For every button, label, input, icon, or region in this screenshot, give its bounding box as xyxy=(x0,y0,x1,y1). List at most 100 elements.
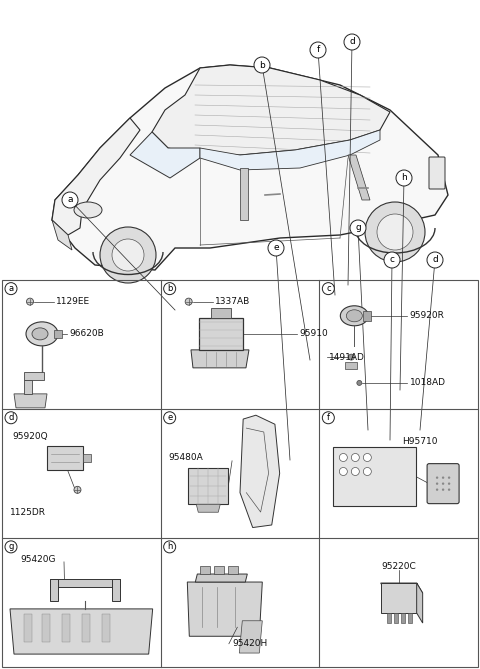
Text: 95920Q: 95920Q xyxy=(12,432,48,442)
Circle shape xyxy=(254,57,270,73)
Circle shape xyxy=(396,170,412,186)
Polygon shape xyxy=(152,65,390,155)
Text: b: b xyxy=(259,60,265,70)
Polygon shape xyxy=(214,566,224,574)
Circle shape xyxy=(351,468,360,476)
Polygon shape xyxy=(417,583,423,623)
Circle shape xyxy=(164,282,176,294)
FancyBboxPatch shape xyxy=(427,464,459,504)
Ellipse shape xyxy=(340,306,368,326)
Circle shape xyxy=(74,486,81,493)
Circle shape xyxy=(436,488,438,491)
FancyBboxPatch shape xyxy=(211,308,231,318)
Text: H95710: H95710 xyxy=(402,437,437,446)
Text: 95910: 95910 xyxy=(300,329,328,339)
Polygon shape xyxy=(52,220,72,250)
Circle shape xyxy=(5,541,17,553)
Text: 95480A: 95480A xyxy=(168,454,204,462)
Circle shape xyxy=(100,227,156,283)
Circle shape xyxy=(323,282,335,294)
Circle shape xyxy=(164,411,176,423)
Text: b: b xyxy=(167,284,172,293)
FancyBboxPatch shape xyxy=(24,614,32,642)
Text: 95420G: 95420G xyxy=(20,555,56,565)
Text: 1125DR: 1125DR xyxy=(10,508,46,516)
Polygon shape xyxy=(10,609,153,654)
Polygon shape xyxy=(187,582,262,636)
Polygon shape xyxy=(240,415,280,528)
Ellipse shape xyxy=(26,322,58,346)
Polygon shape xyxy=(200,130,380,170)
Polygon shape xyxy=(200,566,210,574)
Circle shape xyxy=(5,282,17,294)
Text: 1018AD: 1018AD xyxy=(410,379,446,387)
FancyBboxPatch shape xyxy=(82,614,90,642)
Polygon shape xyxy=(196,504,220,512)
Polygon shape xyxy=(24,372,44,380)
Circle shape xyxy=(185,298,192,305)
Polygon shape xyxy=(363,311,372,321)
Circle shape xyxy=(26,298,34,305)
Ellipse shape xyxy=(347,310,362,322)
Text: h: h xyxy=(401,173,407,183)
Circle shape xyxy=(62,192,78,208)
FancyBboxPatch shape xyxy=(102,614,110,642)
Polygon shape xyxy=(191,350,249,368)
Polygon shape xyxy=(54,330,62,338)
Text: 1129EE: 1129EE xyxy=(56,297,90,306)
Circle shape xyxy=(365,202,425,262)
Polygon shape xyxy=(52,65,448,270)
Text: d: d xyxy=(8,413,14,422)
Circle shape xyxy=(357,381,362,385)
Polygon shape xyxy=(24,380,32,394)
FancyBboxPatch shape xyxy=(345,362,357,369)
Text: 95220C: 95220C xyxy=(381,562,416,571)
Circle shape xyxy=(442,488,444,491)
Polygon shape xyxy=(394,613,397,623)
Text: 95420H: 95420H xyxy=(232,640,267,648)
Text: 1491AD: 1491AD xyxy=(329,353,365,362)
Text: f: f xyxy=(316,45,320,54)
Polygon shape xyxy=(240,621,262,653)
Text: 1337AB: 1337AB xyxy=(215,297,250,306)
Ellipse shape xyxy=(32,328,48,340)
Circle shape xyxy=(442,476,444,479)
Circle shape xyxy=(323,411,335,423)
Circle shape xyxy=(339,454,348,462)
Polygon shape xyxy=(14,394,47,408)
Circle shape xyxy=(350,220,366,236)
Text: 95920R: 95920R xyxy=(410,311,444,320)
Circle shape xyxy=(351,454,360,462)
Polygon shape xyxy=(348,155,370,200)
Text: g: g xyxy=(8,543,14,551)
Circle shape xyxy=(363,468,372,476)
Circle shape xyxy=(310,42,326,58)
Circle shape xyxy=(384,252,400,268)
Circle shape xyxy=(348,354,354,360)
Text: c: c xyxy=(389,256,395,264)
Polygon shape xyxy=(130,132,200,178)
Circle shape xyxy=(344,34,360,50)
Circle shape xyxy=(448,488,450,491)
Text: d: d xyxy=(349,37,355,47)
FancyBboxPatch shape xyxy=(62,614,70,642)
Polygon shape xyxy=(387,613,391,623)
Circle shape xyxy=(339,468,348,476)
Circle shape xyxy=(5,411,17,423)
Polygon shape xyxy=(228,566,238,574)
Text: a: a xyxy=(67,195,73,205)
Polygon shape xyxy=(381,583,417,613)
Text: a: a xyxy=(9,284,13,293)
Circle shape xyxy=(363,454,372,462)
Text: 96620B: 96620B xyxy=(69,329,104,339)
Text: h: h xyxy=(167,543,172,551)
Text: g: g xyxy=(355,223,361,233)
Polygon shape xyxy=(49,579,120,587)
Polygon shape xyxy=(195,574,247,582)
FancyBboxPatch shape xyxy=(429,157,445,189)
Ellipse shape xyxy=(74,202,102,218)
Polygon shape xyxy=(408,613,412,623)
Polygon shape xyxy=(49,579,58,601)
Text: d: d xyxy=(432,256,438,264)
Polygon shape xyxy=(111,579,120,601)
